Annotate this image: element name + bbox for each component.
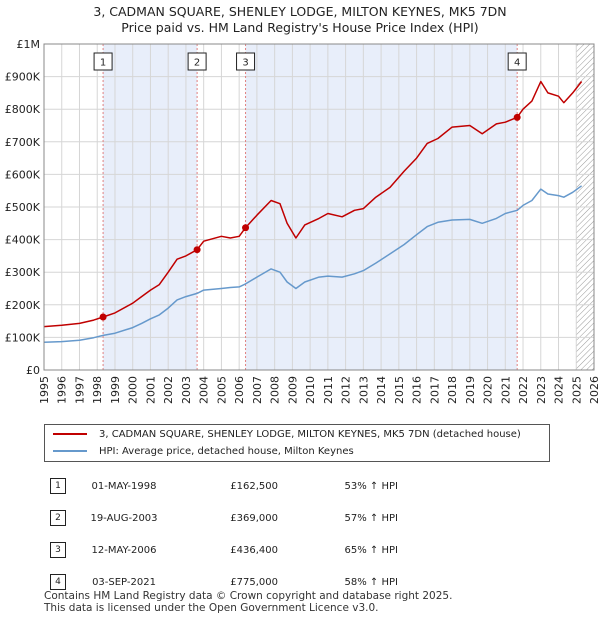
x-tick-label: 1996 [56,376,69,404]
sale-date: 19-AUG-2003 [90,512,158,524]
legend-item-property: 3, CADMAN SQUARE, SHENLEY LODGE, MILTON … [53,427,521,443]
sale-date: 12-MAY-2006 [91,544,157,556]
y-tick-label: £800K [5,103,41,116]
sale-price: £369,000 [230,512,278,524]
y-tick-label: £300K [5,266,41,279]
y-tick-label: £500K [5,201,41,214]
plot-frame [43,43,595,371]
y-tick-label: £600K [5,168,41,181]
x-tick-label: 2020 [482,376,495,404]
sale-hpi-change: 65% ↑ HPI [344,544,398,556]
x-tick-label: 2014 [375,376,388,404]
x-tick-label: 2026 [588,376,600,404]
sale-point [99,313,107,321]
sale-price: £436,400 [230,544,278,556]
legend-swatch-hpi [53,450,87,452]
x-tick-label: 2007 [251,376,264,404]
x-tick-label: 1998 [91,376,104,404]
table-row: 3 12-MAY-2006 £436,400 65% ↑ HPI [38,534,398,566]
x-tick-label: 2006 [233,376,246,404]
footer-copyright: Contains HM Land Registry data © Crown c… [44,590,453,602]
x-tick-label: 2016 [411,376,424,404]
x-tick-label: 2013 [357,376,370,404]
sale-marker-label: 1 [100,58,106,69]
hpi-line [43,185,583,344]
x-tick-label: 2021 [499,376,512,404]
y-tick-label: £900K [5,71,41,84]
sale-date: 03-SEP-2021 [92,576,156,588]
sale-marker-label: 2 [194,58,200,69]
sale-number-badge: 3 [50,542,66,558]
x-tick-label: 2004 [198,376,211,404]
price-chart: £0 £100K £200K £300K £400K £500K £600K £700K £80… [5,38,600,404]
table-row: 1 01-MAY-1998 £162,500 53% ↑ HPI [38,470,398,502]
sale-number-badge: 1 [50,478,66,494]
legend-label-hpi: HPI: Average price, detached house, Milt… [99,446,354,457]
sale-marker-label: 3 [242,58,248,69]
x-tick-label: 2002 [162,376,175,404]
x-tick-label: 2017 [428,376,441,404]
x-tick-label: 2001 [144,376,157,404]
x-tick-label: 2015 [393,376,406,404]
chart-title: 3, CADMAN SQUARE, SHENLEY LODGE, MILTON … [93,4,507,19]
x-tick-label: 2000 [127,376,140,404]
x-tick-label: 1999 [109,376,122,404]
x-tick-label: 2022 [517,376,530,404]
footer-licence: This data is licensed under the Open Gov… [44,602,379,614]
legend-item-hpi: HPI: Average price, detached house, Milt… [53,444,354,460]
x-tick-label: 2024 [553,376,566,404]
sale-point [242,224,250,232]
x-tick-label: 2025 [570,376,583,404]
x-tick-label: 1997 [73,376,86,404]
sales-table: 1 01-MAY-1998 £162,500 53% ↑ HPI 2 19-AU… [38,470,398,598]
sale-hpi-change: 53% ↑ HPI [344,480,398,492]
sale-number-badge: 2 [50,510,66,526]
y-tick-label: £1M [17,38,41,51]
y-tick-label: £700K [5,136,41,149]
y-tick-label: £200K [5,299,41,312]
sale-date: 01-MAY-1998 [91,480,157,492]
chart-subtitle: Price paid vs. HM Land Registry's House … [121,20,479,35]
sale-marker-box [187,52,207,71]
sale-marker-box [236,52,256,71]
x-tick-label: 2008 [269,376,282,404]
x-tick-label: 2009 [286,376,299,404]
y-tick-label: £0 [26,364,40,377]
x-tick-label: 2023 [535,376,548,404]
y-tick-label: £100K [5,331,41,344]
sale-price: £162,500 [230,480,278,492]
x-tick-label: 2012 [340,376,353,404]
sale-point [193,246,201,254]
sale-marker-label: 4 [514,58,520,69]
x-tick-label: 2005 [215,376,228,404]
y-tick-label: £400K [5,234,41,247]
sale-number-badge: 4 [50,574,66,590]
x-tick-label: 2003 [180,376,193,404]
x-tick-label: 2019 [464,376,477,404]
sale-hpi-change: 57% ↑ HPI [344,512,398,524]
sale-marker-box [93,52,113,71]
sale-point [513,113,521,121]
x-tick-label: 2018 [446,376,459,404]
table-row: 2 19-AUG-2003 £369,000 57% ↑ HPI [38,502,398,534]
sale-price: £775,000 [230,576,278,588]
legend-label-property: 3, CADMAN SQUARE, SHENLEY LODGE, MILTON … [99,429,521,440]
sale-hpi-change: 58% ↑ HPI [344,576,398,588]
legend: 3, CADMAN SQUARE, SHENLEY LODGE, MILTON … [44,424,550,462]
table-row: 4 03-SEP-2021 £775,000 58% ↑ HPI [38,566,398,598]
x-tick-label: 2010 [304,376,317,404]
x-tick-label: 1995 [38,376,51,404]
x-tick-label: 2011 [322,376,335,404]
sale-marker-box [507,52,527,71]
legend-swatch-property [53,433,87,435]
